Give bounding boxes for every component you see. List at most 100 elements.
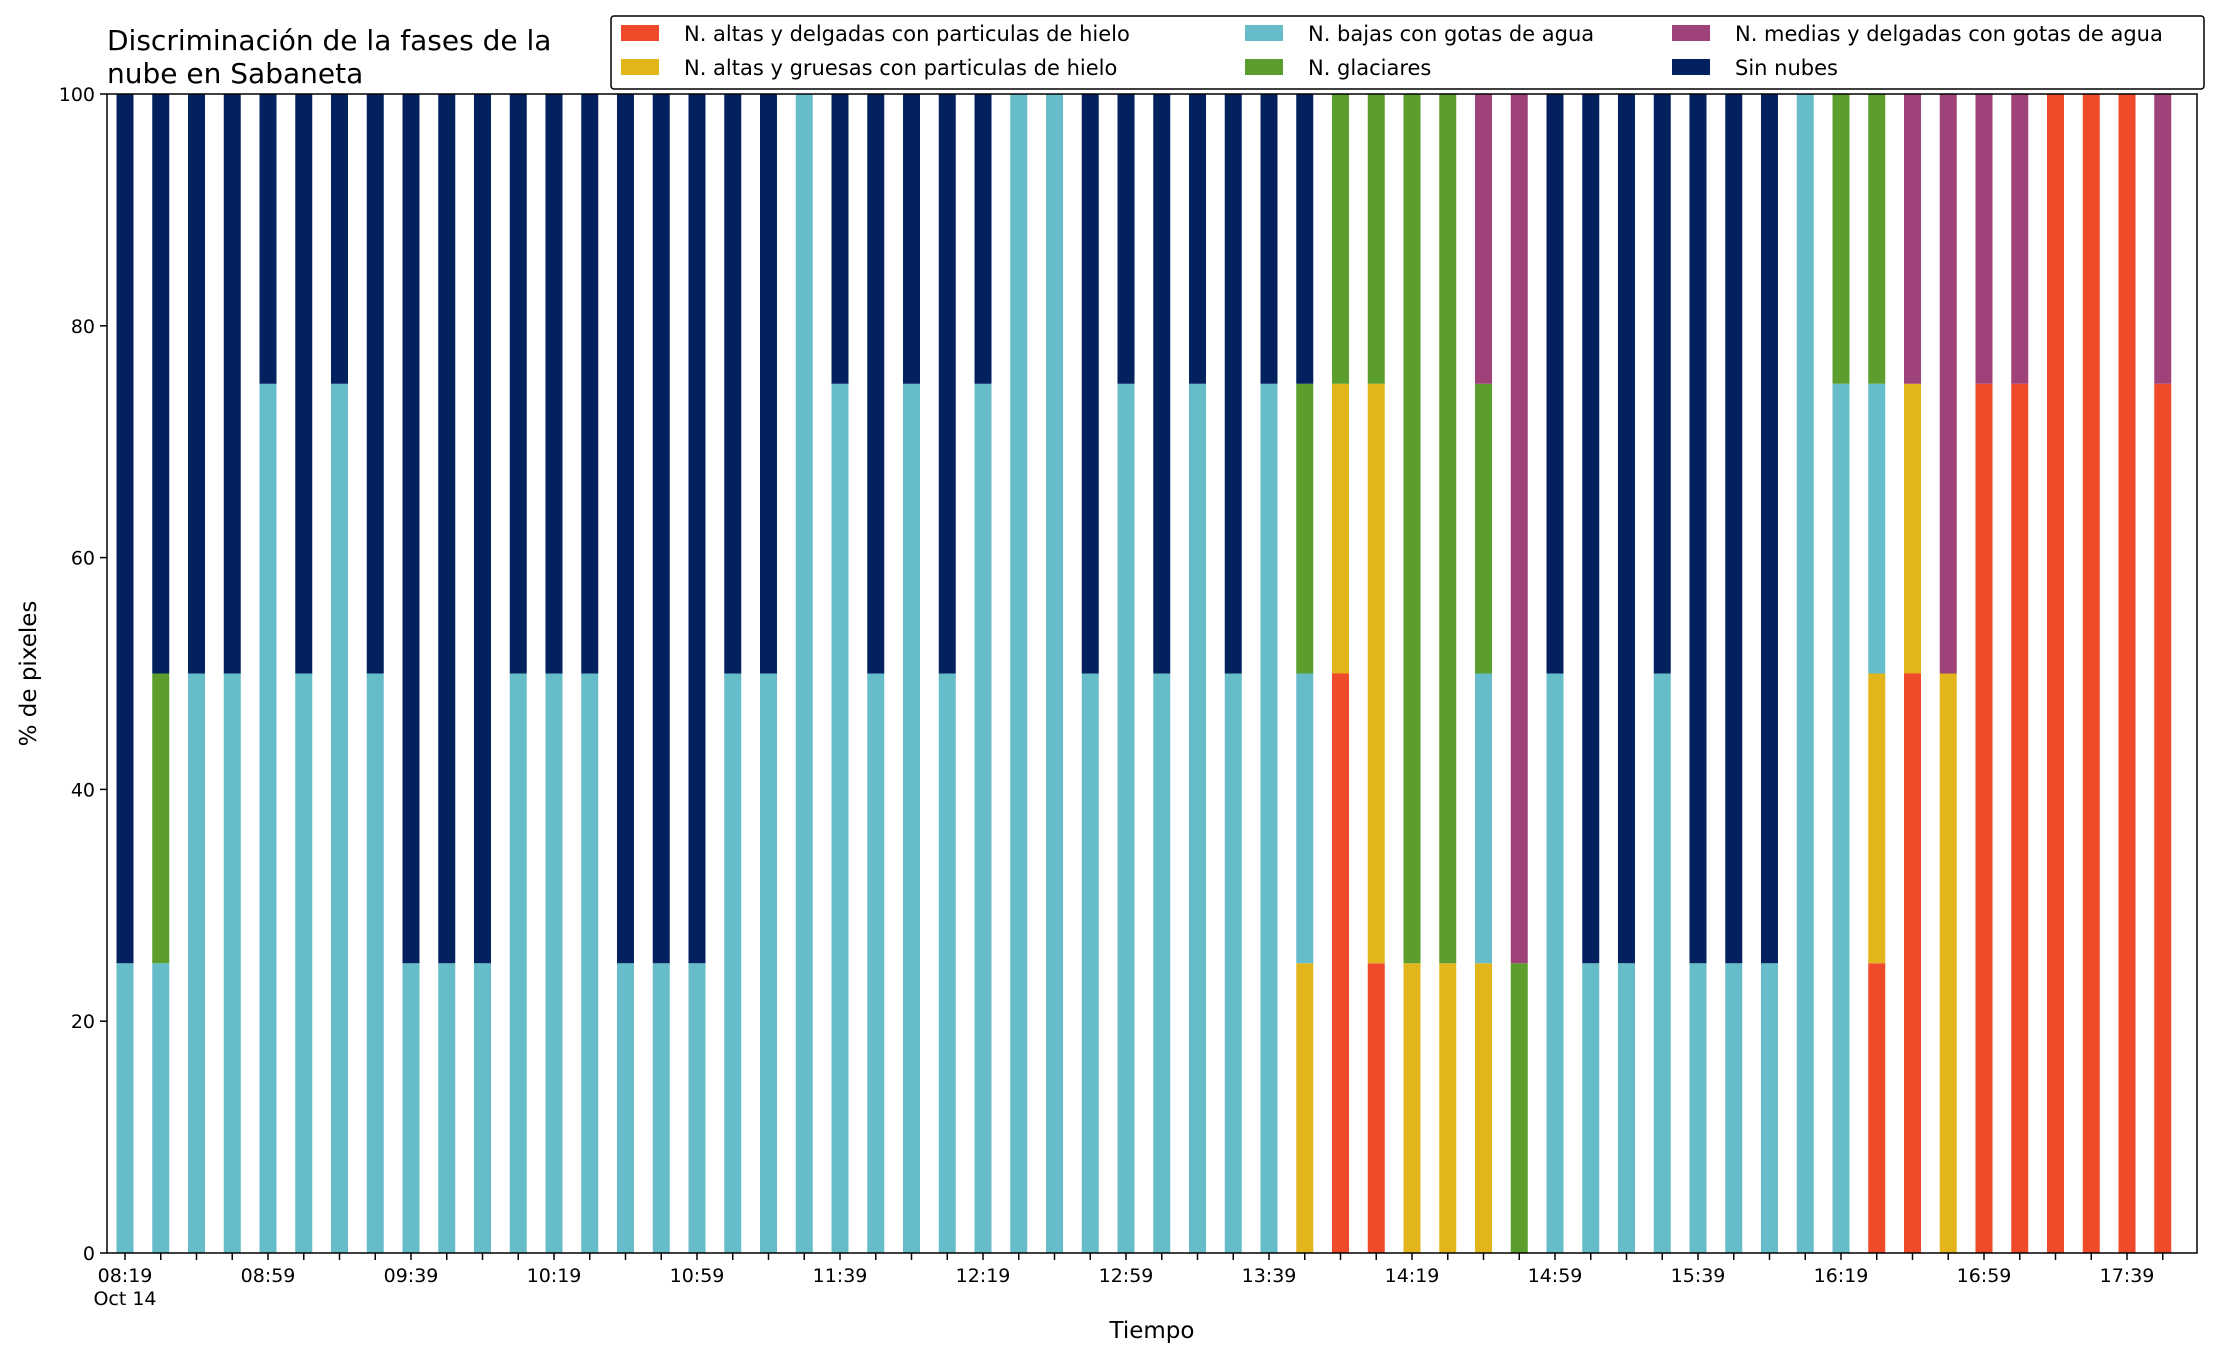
chart-title-line-1: Discriminación de la fases de la [107, 24, 551, 57]
plot-frame [106, 93, 2198, 1254]
bar-segment [1653, 94, 1671, 674]
bar-segment [1475, 963, 1492, 1253]
legend-label: N. medias y delgadas con gotas de agua [1735, 22, 2163, 46]
bar-segment [795, 94, 813, 1253]
bar-segment [1332, 94, 1349, 384]
bar-segment [1904, 94, 1921, 384]
bar-segment [1189, 383, 1206, 1253]
legend-swatch [1245, 25, 1283, 41]
bar-segment [1260, 94, 1278, 384]
bar-segment [617, 94, 634, 964]
bar-segment [1117, 383, 1135, 1253]
bar-segment [509, 94, 527, 674]
bar-segment [903, 94, 920, 384]
bar-segment [1296, 673, 1314, 964]
bar-segment [688, 963, 706, 1253]
legend-label: N. bajas con gotas de agua [1308, 22, 1594, 46]
bar-segment [760, 673, 777, 1253]
bar-segment [1868, 383, 1886, 674]
bar-segment [867, 673, 885, 1253]
bar-segment [1939, 673, 1957, 1253]
bar-segment [1761, 94, 1778, 964]
bar-segment [1868, 963, 1886, 1253]
bar-segment [1367, 383, 1385, 964]
bar-segment [1689, 963, 1707, 1253]
bar-segment [188, 94, 205, 674]
x-tick-label: 10:19 [527, 1265, 582, 1287]
bar-segment [724, 673, 742, 1253]
y-axis: 0 20 40 60 80 100 [59, 84, 107, 1265]
bar-segment [1475, 383, 1492, 674]
bar-segment [116, 94, 134, 964]
bar-segment [1439, 94, 1457, 964]
bar-segment [1975, 383, 1993, 1253]
bar-segment [402, 94, 420, 964]
y-axis-label: % de pixeles [16, 601, 42, 747]
bar-segment [2118, 94, 2136, 1253]
bar-segment [1904, 673, 1921, 1253]
bar-segment [903, 383, 920, 1253]
bar-segment [688, 94, 706, 964]
x-tick-label: 10:59 [670, 1265, 725, 1287]
bar-segment [259, 383, 277, 1253]
bar-segment [1081, 673, 1099, 1253]
bar-segment [2154, 94, 2172, 384]
x-tick-label: 16:19 [1814, 1265, 1869, 1287]
bar-segment [1510, 963, 1528, 1253]
y-tick-label: 80 [71, 316, 95, 338]
chart-title-line-2: nube en Sabaneta [107, 57, 363, 90]
bar-segment [1224, 673, 1242, 1253]
bar-segment [1046, 94, 1063, 1253]
bar-segment [1475, 94, 1492, 384]
x-tick-label: 09:39 [384, 1265, 439, 1287]
bar-segment [2047, 94, 2064, 1253]
bar-segment [1296, 963, 1314, 1253]
bar-segment [331, 383, 348, 1253]
x-tick-label: 12:19 [956, 1265, 1011, 1287]
legend-frame [610, 15, 2205, 90]
legend-label: Sin nubes [1735, 56, 1838, 80]
legend-swatch [621, 59, 659, 75]
bar-segment [2082, 94, 2100, 1253]
bar-segment [1403, 94, 1421, 964]
bar-segment [974, 94, 992, 384]
x-tick-label: 15:39 [1671, 1265, 1726, 1287]
bar-segment [223, 673, 241, 1253]
bar-segment [724, 94, 742, 674]
bar-segment [1367, 963, 1385, 1253]
x-tick-label: 08:59 [241, 1265, 296, 1287]
bar-segment [1653, 673, 1671, 1253]
bar-segment [1117, 94, 1135, 384]
bar-segment [1296, 94, 1314, 384]
bar-segment [116, 963, 134, 1253]
bar-segment [402, 963, 420, 1253]
bar-segment [474, 94, 491, 964]
bar-segment [1868, 94, 1886, 384]
bar-segment [1403, 963, 1421, 1253]
bar-segment [831, 94, 849, 384]
bar-segment [366, 94, 384, 674]
bar-segment [438, 963, 456, 1253]
bars-layer [116, 94, 2172, 1253]
bar-segment [938, 94, 956, 674]
bar-segment [1689, 94, 1707, 964]
bar-segment [1796, 94, 1814, 1253]
bar-segment [331, 94, 348, 384]
y-tick-label: 60 [71, 548, 95, 570]
legend-swatch [621, 25, 659, 41]
bar-segment [938, 673, 956, 1253]
bar-segment [1153, 673, 1171, 1253]
x-tick-label: 16:59 [1957, 1265, 2012, 1287]
bar-segment [1332, 673, 1349, 1253]
bar-segment [831, 383, 849, 1253]
bar-segment [1868, 673, 1886, 964]
bar-segment [474, 963, 491, 1253]
bar-segment [1546, 94, 1564, 674]
bar-segment [1260, 383, 1278, 1253]
bar-segment [1081, 94, 1099, 674]
x-tick-label: 13:39 [1242, 1265, 1297, 1287]
bar-segment [545, 94, 563, 674]
y-tick-label: 40 [71, 779, 95, 801]
x-axis-label: Tiempo [1109, 1318, 1195, 1344]
bar-segment [581, 673, 599, 1253]
